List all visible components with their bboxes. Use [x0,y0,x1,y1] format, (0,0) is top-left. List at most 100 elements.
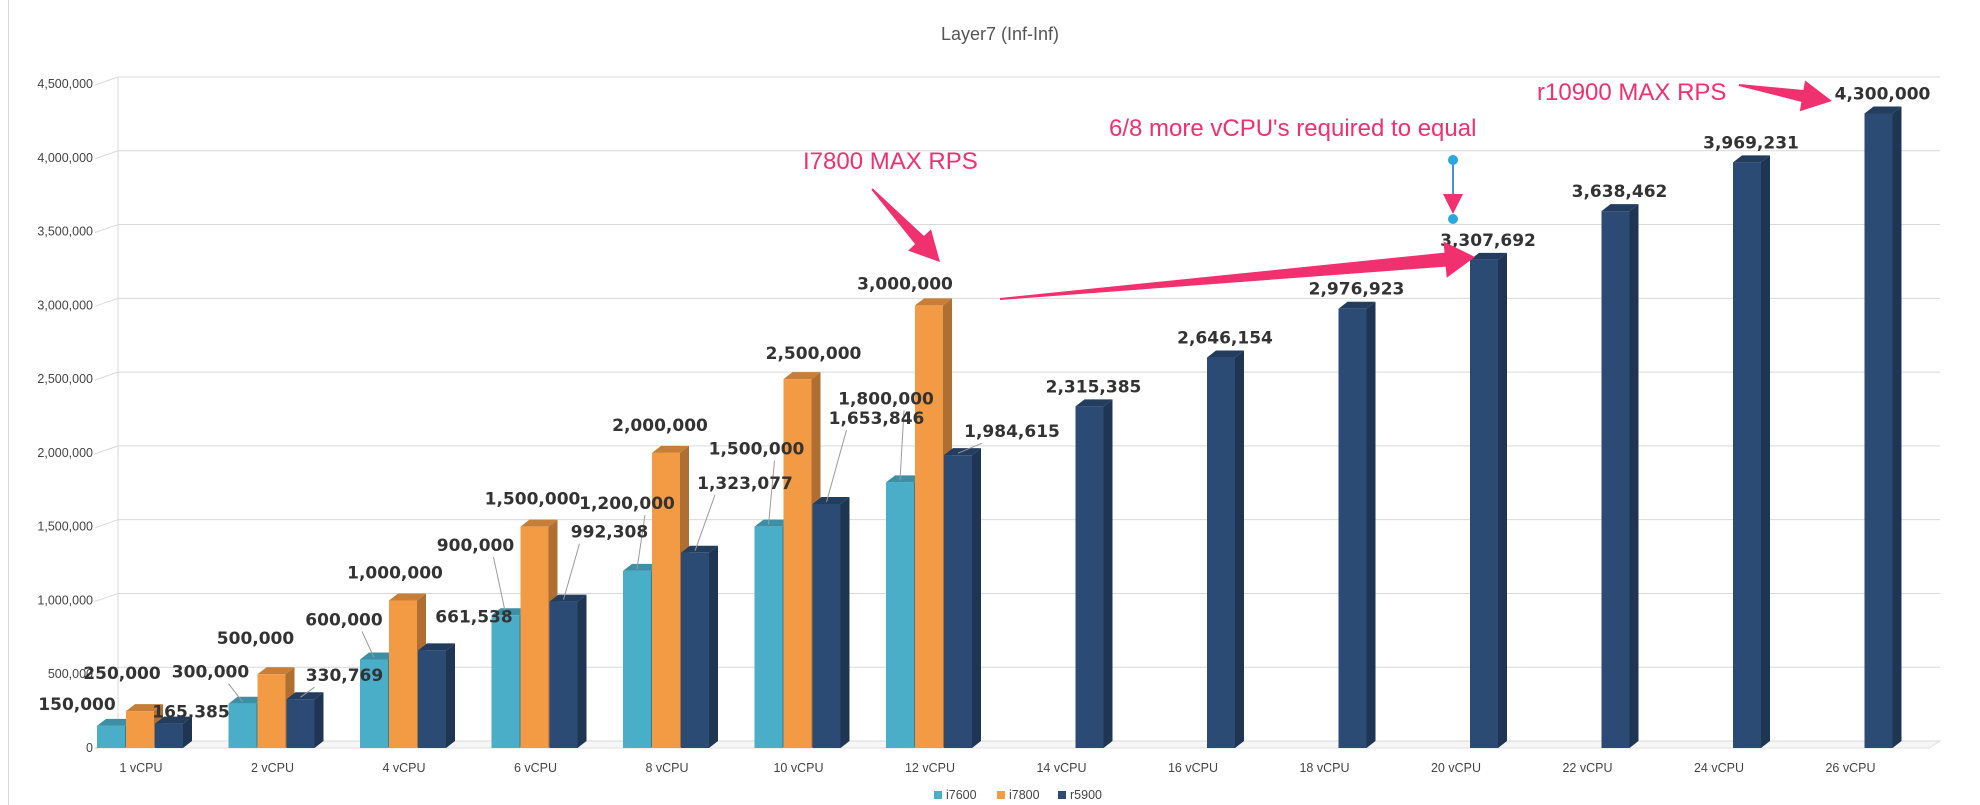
x-tick-label: 4 vCPU [382,761,425,775]
data-label-leader [361,631,375,658]
data-label-r5900: 1,984,615 [964,422,1060,442]
bar-front [286,699,315,748]
bar-front [812,503,841,748]
bar-front [681,552,709,748]
bar-front [418,650,446,748]
bar-r5900 [1733,155,1770,748]
data-label-leader [694,494,716,551]
gridline-depth [94,445,119,455]
gridlines [94,76,1942,750]
bar-top [520,519,558,527]
arrow-r10900-max [1738,80,1832,112]
gridline-depth [94,150,119,160]
bar-r5900 [1470,252,1507,748]
bar-r5900 [812,496,850,748]
x-tick-label: 22 vCPU [1562,761,1612,775]
bar-top [812,496,850,504]
bar-r5900 [155,716,192,748]
x-tick-label: 6 vCPU [514,761,557,775]
bar-front [915,305,943,748]
bar-front [389,600,417,748]
bar-side [577,594,587,748]
bar-r5900 [1864,106,1902,748]
bar-side [972,448,981,748]
data-label-r5900: 1,323,077 [697,474,793,494]
data-label-i7800: 3,000,000 [857,274,953,294]
bar-side [840,496,850,748]
bar-top [1864,106,1902,114]
y-tick-label: 4,000,000 [37,151,93,165]
legend-swatch-r5900 [1058,791,1066,799]
data-label-r5900: 3,307,692 [1440,231,1536,251]
marker-dot-top [1448,155,1458,165]
data-label-r5900: 2,646,154 [1177,329,1273,349]
data-label-leader [957,442,983,454]
chart-frame-edge [8,0,9,805]
y-tick-label: 2,500,000 [37,372,93,386]
data-label-i7800: 1,500,000 [485,490,581,510]
data-label-leader [493,557,506,614]
arrow-to-20vcpu [999,241,1475,300]
bar-r5900 [418,643,455,748]
x-tick-label: 20 vCPU [1431,761,1481,775]
legend-label-r5900: r5900 [1070,788,1102,802]
x-tick-label: 26 vCPU [1825,761,1875,775]
bar-top [389,593,426,601]
data-label-r5900: 2,315,385 [1046,377,1142,397]
bar-r5900 [1338,301,1376,748]
data-label-i7600: 900,000 [437,536,515,556]
bar-front [1207,357,1235,748]
annotations: I7800 MAX RPS 6/8 more vCPU's required to… [803,79,1832,300]
bar-front [360,659,388,748]
data-label-i7600: 1,500,000 [709,440,805,460]
bar-front [1075,406,1104,748]
data-label-r5900: 3,969,231 [1703,133,1799,153]
bar-front [1338,308,1367,748]
data-label-r5900: 2,976,923 [1309,280,1405,300]
legend-label-i7800: i7800 [1009,788,1040,802]
y-tick-label: 2,000,000 [37,446,93,460]
y-tick-label: 500,000 [48,667,93,681]
bar-top [228,696,266,704]
data-label-leader [899,410,905,481]
bar-top [1207,350,1244,358]
annotation-r10900-max: r10900 MAX RPS [1537,79,1726,106]
marker-arrowhead [1443,194,1463,214]
data-label-r5900: 4,300,000 [1835,85,1931,105]
bar-r5900 [944,448,981,748]
data-label-i7600: 1,200,000 [579,494,675,514]
x-tick-label: 8 vCPU [645,761,688,775]
bar-top [652,445,689,453]
bar-r5900 [1207,350,1244,748]
bar-top [623,563,660,571]
bar-r5900 [549,594,587,748]
bar-front [491,615,520,748]
data-label-leader [636,514,646,570]
legend-label-i7600: i7600 [946,788,977,802]
chart-title: Layer7 (Inf-Inf) [941,24,1059,44]
data-label-r5900: 661,538 [435,607,512,627]
bar-front [97,725,125,748]
legend: i7600 i7800 r5900 [934,788,1102,802]
bar-top [1601,204,1639,212]
bar-front [783,379,812,748]
bar-front [623,570,651,748]
x-tick-label: 12 vCPU [905,761,955,775]
bar-side [1103,399,1113,748]
bar-front [944,455,972,748]
bar-top [886,475,923,483]
data-label-r5900: 330,769 [306,666,383,686]
bar-top [754,519,792,527]
legend-swatch-i7600 [934,791,942,799]
bar-top [1733,155,1770,163]
bar-r5900 [681,545,718,748]
gridline-depth [94,666,119,676]
legend-swatch-i7800 [997,791,1005,799]
data-label-leader [300,686,315,698]
bar-side [1235,350,1244,748]
x-tick-label: 14 vCPU [1036,761,1086,775]
y-tick-label: 1,500,000 [37,520,93,534]
bar-top [681,545,718,553]
bars [97,106,1902,748]
